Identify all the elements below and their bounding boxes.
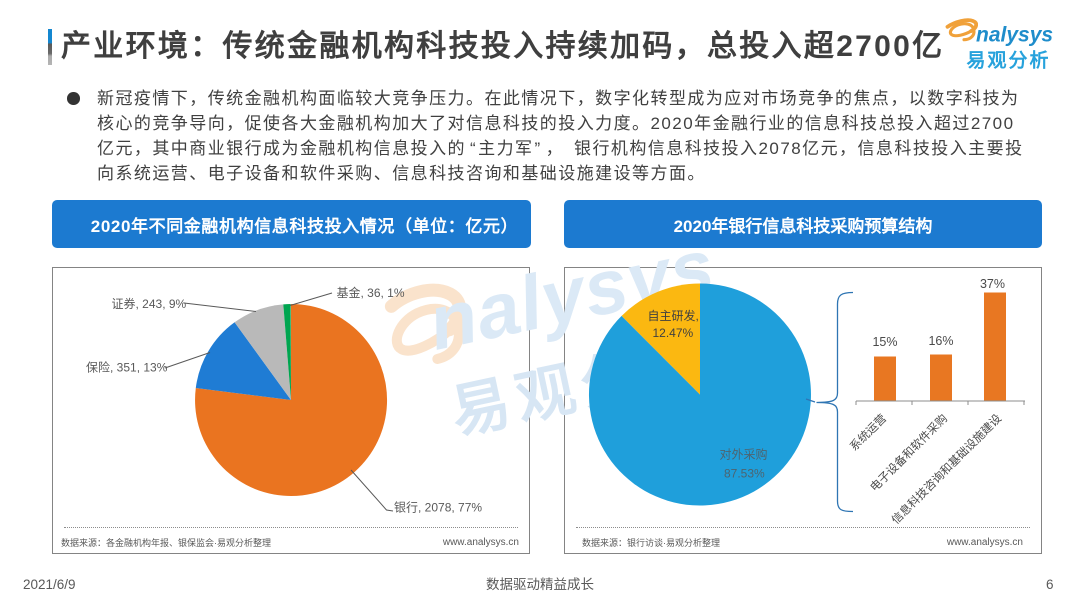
svg-text:基金, 36, 1%: 基金, 36, 1% bbox=[337, 285, 405, 300]
svg-text:证券, 243, 9%: 证券, 243, 9% bbox=[112, 296, 187, 311]
svg-text:银行, 2078, 77%: 银行, 2078, 77% bbox=[394, 501, 482, 515]
svg-text:对外采购: 对外采购 bbox=[720, 447, 768, 462]
svg-text:自主研发,: 自主研发, bbox=[648, 308, 699, 323]
svg-text:保险, 351, 13%: 保险, 351, 13% bbox=[86, 360, 168, 375]
svg-text:nalysys: nalysys bbox=[976, 24, 1053, 47]
svg-text:易观分析: 易观分析 bbox=[967, 49, 1051, 71]
svg-text:15%: 15% bbox=[872, 335, 897, 349]
svg-text:16%: 16% bbox=[928, 334, 953, 348]
svg-text:信息科技咨询和基础设施建设: 信息科技咨询和基础设施建设 bbox=[889, 411, 1005, 527]
svg-text:系统运营: 系统运营 bbox=[847, 411, 889, 453]
svg-text:12.47%: 12.47% bbox=[653, 326, 694, 340]
svg-text:87.53%: 87.53% bbox=[724, 467, 765, 481]
svg-text:37%: 37% bbox=[980, 277, 1005, 291]
